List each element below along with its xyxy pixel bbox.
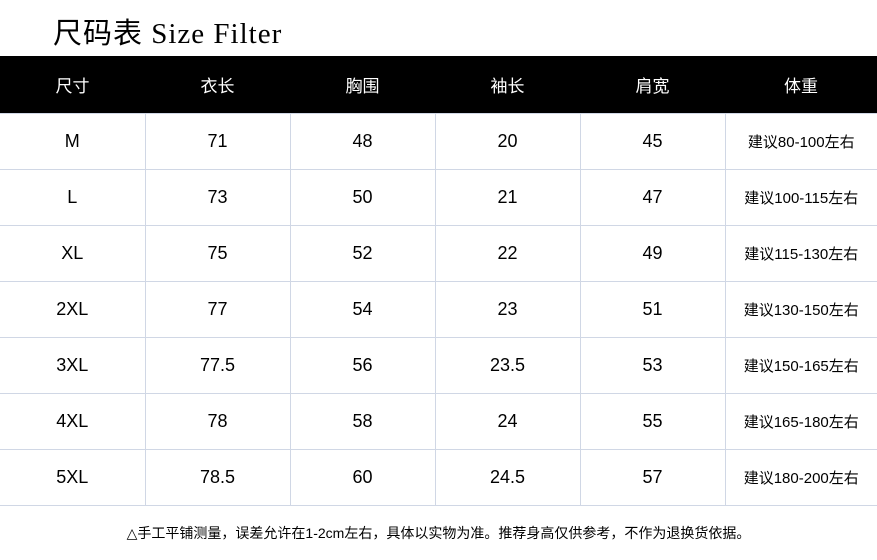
table-cell: 48 [289,113,436,170]
table-cell: 建议80-100左右 [724,113,877,170]
table-cell: 50 [289,169,436,226]
table-cell: 建议115-130左右 [724,225,877,282]
table-cell: 60 [289,449,436,506]
table-cell: 77 [144,281,291,338]
table-cell: 58 [289,393,436,450]
column-header: 胸围 [290,56,435,114]
table-cell: 51 [579,281,726,338]
column-header: 尺寸 [0,56,145,114]
table-cell: 21 [434,169,581,226]
measurement-note: △手工平铺测量，误差允许在1-2cm左右，具体以实物为准。推荐身高仅供参考，不作… [0,505,877,560]
table-cell: 57 [579,449,726,506]
column-header: 衣长 [145,56,290,114]
table-cell: 建议130-150左右 [724,281,877,338]
table-row: 3XL 77.5 56 23.5 53 建议150-165左右 [0,337,877,394]
table-row: 5XL 78.5 60 24.5 57 建议180-200左右 [0,449,877,506]
table-cell: L [0,169,146,226]
table-cell: 56 [289,337,436,394]
table-row: M 71 48 20 45 建议80-100左右 [0,113,877,170]
table-cell: 23.5 [434,337,581,394]
table-cell: 78.5 [144,449,291,506]
table-cell: 5XL [0,449,146,506]
table-cell: 建议165-180左右 [724,393,877,450]
table-row: L 73 50 21 47 建议100-115左右 [0,169,877,226]
table-cell: 73 [144,169,291,226]
page-title: 尺码表 Size Filter [53,18,283,50]
table-cell: 建议100-115左右 [724,169,877,226]
table-cell: 78 [144,393,291,450]
table-cell: 53 [579,337,726,394]
table-cell: M [0,113,146,170]
table-cell: 49 [579,225,726,282]
table-cell: 23 [434,281,581,338]
table-row: 2XL 77 54 23 51 建议130-150左右 [0,281,877,338]
table-cell: 55 [579,393,726,450]
table-row: XL 75 52 22 49 建议115-130左右 [0,225,877,282]
column-header: 肩宽 [580,56,725,114]
table-cell: 71 [144,113,291,170]
table-cell: 24.5 [434,449,581,506]
table-cell: 建议150-165左右 [724,337,877,394]
note-row: △手工平铺测量，误差允许在1-2cm左右，具体以实物为准。推荐身高仅供参考，不作… [0,505,877,560]
column-header: 袖长 [435,56,580,114]
table-cell: 54 [289,281,436,338]
table-cell: 45 [579,113,726,170]
table-cell: 24 [434,393,581,450]
table-cell: 52 [289,225,436,282]
table-cell: 22 [434,225,581,282]
table-cell: XL [0,225,146,282]
table-cell: 4XL [0,393,146,450]
table-cell: 2XL [0,281,146,338]
table-cell: 75 [144,225,291,282]
table-cell: 77.5 [144,337,291,394]
table-cell: 20 [434,113,581,170]
table-cell: 3XL [0,337,146,394]
column-header: 体重 [725,56,877,114]
table-cell: 建议180-200左右 [724,449,877,506]
table-cell: 47 [579,169,726,226]
size-table: 尺寸 衣长 胸围 袖长 肩宽 体重 M 71 48 20 45 建议80-100左右 L 73 50 21 4… [0,56,877,560]
header-row: 尺寸 衣长 胸围 袖长 肩宽 体重 [0,56,877,114]
table-row: 4XL 78 58 24 55 建议165-180左右 [0,393,877,450]
